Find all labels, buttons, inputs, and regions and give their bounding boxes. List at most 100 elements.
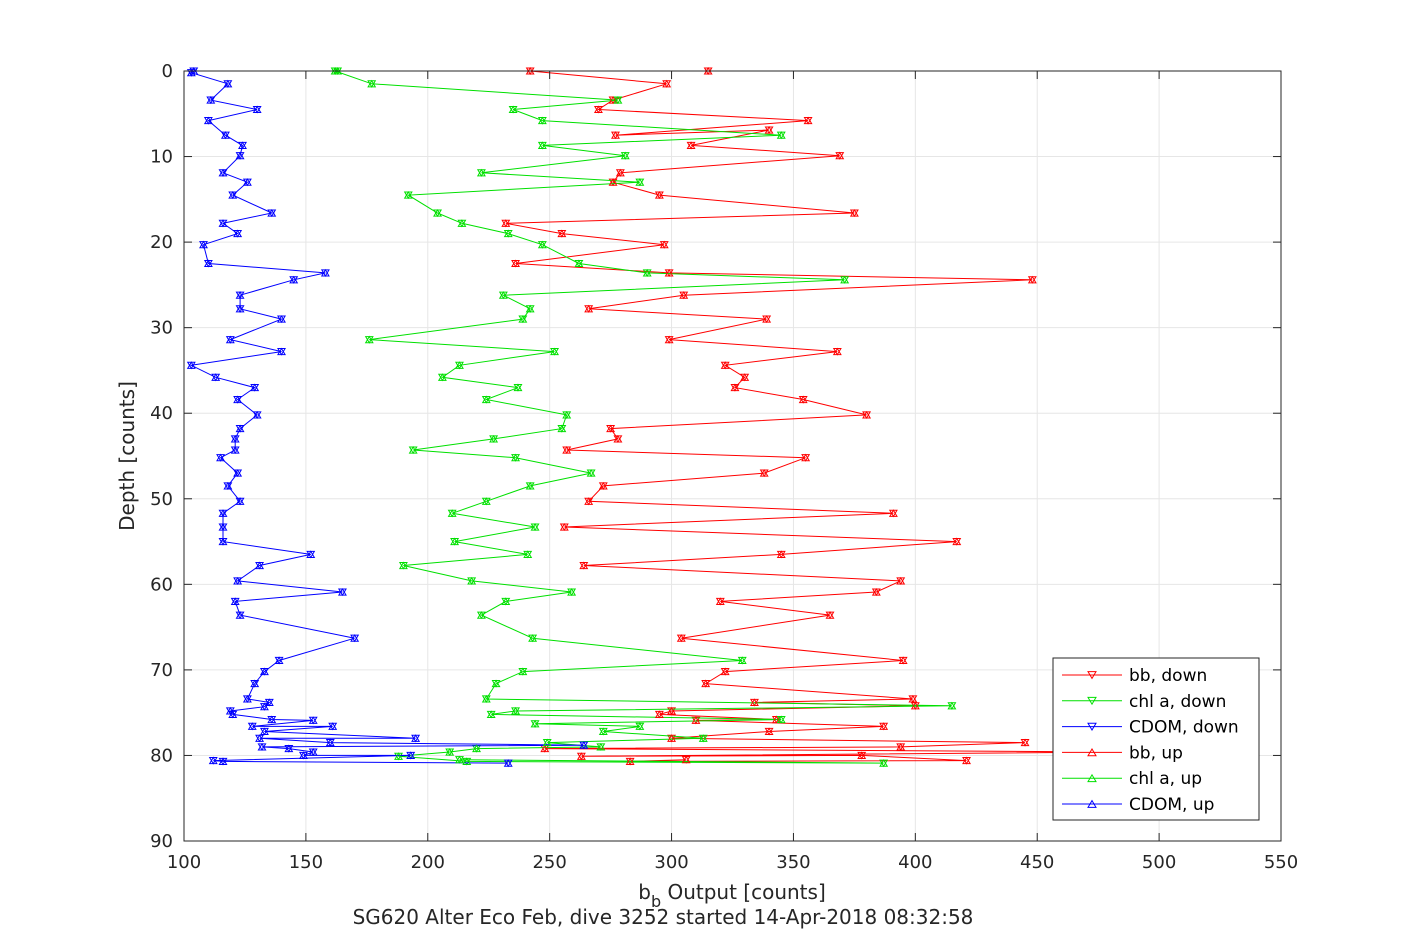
data-point bbox=[537, 141, 547, 149]
data-point bbox=[910, 701, 920, 710]
data-point bbox=[835, 151, 845, 160]
data-point bbox=[498, 291, 508, 299]
data-point bbox=[264, 698, 274, 706]
data-point bbox=[223, 481, 233, 490]
data-point bbox=[467, 576, 477, 585]
data-point bbox=[228, 191, 238, 199]
data-point bbox=[559, 522, 569, 531]
data-point bbox=[659, 240, 669, 249]
data-point bbox=[550, 347, 560, 356]
data-point bbox=[686, 141, 696, 149]
data-point bbox=[537, 240, 547, 249]
data-point bbox=[598, 727, 608, 736]
x-tick-label: 300 bbox=[654, 852, 688, 873]
data-point bbox=[208, 756, 218, 765]
data-point bbox=[508, 105, 518, 114]
data-point bbox=[398, 561, 408, 570]
data-point bbox=[511, 453, 521, 462]
data-point bbox=[228, 710, 238, 718]
data-point bbox=[625, 757, 635, 765]
data-point bbox=[888, 509, 898, 517]
data-point bbox=[523, 550, 533, 558]
data-point bbox=[662, 79, 672, 88]
data-point bbox=[308, 747, 318, 756]
series-layer bbox=[186, 66, 1125, 768]
data-point bbox=[259, 727, 269, 736]
data-point bbox=[225, 706, 235, 715]
data-point bbox=[216, 453, 226, 462]
data-point bbox=[277, 347, 286, 356]
data-point bbox=[491, 679, 501, 688]
data-point bbox=[503, 229, 513, 238]
data-point bbox=[277, 315, 286, 323]
plot-frame bbox=[183, 70, 1282, 842]
data-point bbox=[501, 219, 511, 227]
y-tick-label: 20 bbox=[150, 232, 173, 253]
data-point bbox=[530, 522, 540, 531]
data-point bbox=[486, 710, 496, 718]
data-point bbox=[267, 715, 277, 724]
data-point bbox=[542, 738, 552, 747]
data-point bbox=[481, 395, 491, 404]
data-point bbox=[598, 481, 608, 490]
data-point bbox=[450, 537, 460, 546]
data-point bbox=[328, 722, 338, 730]
x-axis-title: bb Output [counts] bbox=[638, 880, 826, 911]
data-point bbox=[403, 191, 413, 199]
data-point bbox=[250, 679, 260, 688]
y-tick-label: 50 bbox=[150, 489, 173, 510]
data-point bbox=[233, 229, 243, 238]
legend-marker bbox=[1087, 722, 1097, 731]
data-point bbox=[681, 755, 691, 764]
y-tick-label: 80 bbox=[150, 745, 173, 766]
data-point bbox=[481, 694, 491, 703]
data-point bbox=[306, 550, 316, 558]
data-point bbox=[898, 656, 908, 665]
data-point bbox=[613, 434, 623, 443]
data-point bbox=[186, 68, 196, 77]
data-point bbox=[593, 105, 603, 114]
data-point bbox=[740, 373, 750, 381]
data-point bbox=[255, 734, 265, 742]
data-point bbox=[445, 747, 455, 756]
x-tick-label: 100 bbox=[167, 852, 201, 873]
data-point bbox=[562, 410, 572, 419]
data-point bbox=[798, 395, 808, 404]
data-point bbox=[567, 587, 577, 596]
data-point bbox=[584, 304, 594, 313]
legend-marker bbox=[1087, 696, 1097, 706]
data-point bbox=[206, 96, 216, 104]
data-point bbox=[203, 116, 213, 125]
data-point bbox=[218, 537, 228, 546]
data-point bbox=[462, 757, 472, 765]
data-point bbox=[642, 268, 652, 277]
data-point bbox=[613, 96, 623, 104]
data-point bbox=[233, 576, 243, 585]
data-point bbox=[620, 151, 630, 160]
data-point bbox=[776, 131, 786, 139]
y-tick-label: 90 bbox=[150, 831, 173, 852]
legend-marker bbox=[1087, 748, 1097, 757]
y-axis-title: Depth [counts] bbox=[115, 381, 139, 531]
data-point bbox=[235, 151, 245, 160]
data-point bbox=[615, 168, 625, 177]
series-bb-up bbox=[501, 66, 1125, 765]
data-point bbox=[540, 744, 550, 753]
data-point bbox=[908, 694, 918, 703]
data-point bbox=[801, 453, 811, 462]
data-point bbox=[230, 597, 240, 606]
data-point bbox=[454, 755, 464, 764]
chart-caption: SG620 Alter Eco Feb, dive 3252 started 1… bbox=[353, 905, 974, 929]
data-point bbox=[720, 667, 730, 676]
legend-label: CDOM, up bbox=[1129, 795, 1214, 815]
data-point bbox=[481, 497, 491, 505]
x-tick-label: 500 bbox=[1142, 852, 1176, 873]
data-point bbox=[186, 361, 196, 369]
y-tick-label: 0 bbox=[162, 61, 173, 82]
data-point bbox=[250, 383, 260, 392]
data-point bbox=[664, 335, 674, 344]
data-point bbox=[525, 304, 535, 313]
data-point bbox=[635, 178, 645, 186]
x-axis-title-sub: b bbox=[651, 892, 661, 911]
data-point bbox=[408, 445, 418, 454]
